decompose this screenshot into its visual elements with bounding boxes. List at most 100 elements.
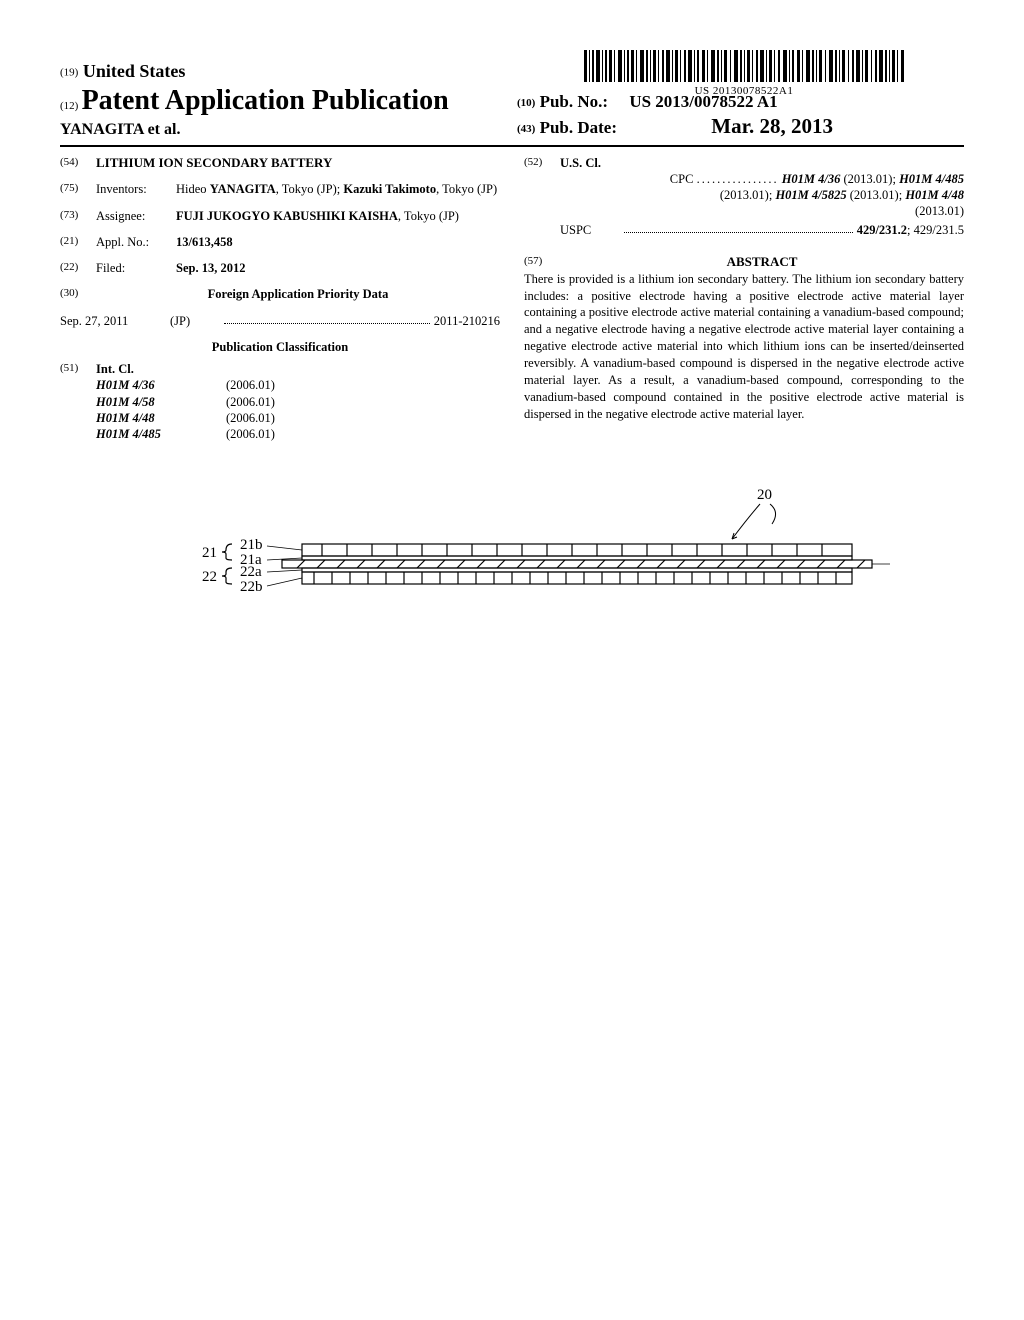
intcl-label: Int. Cl. <box>96 362 134 376</box>
uscl-row: (52) U.S. Cl. CPC H01M 4/36 (2013.01); H… <box>524 155 964 238</box>
priority-row: Sep. 27, 2011 (JP) 2011-210216 <box>60 313 500 329</box>
inventors-label: Inventors: <box>96 181 176 197</box>
ref-22b: 22b <box>240 579 263 595</box>
country-name: United States <box>83 61 186 81</box>
cpc-dots <box>697 172 779 186</box>
cpc-block: CPC H01M 4/36 (2013.01); H01M 4/485 (201… <box>560 171 964 220</box>
pubdate-value: Mar. 28, 2013 <box>711 113 833 140</box>
priority-dots <box>224 313 430 324</box>
abstract-header: (57) ABSTRACT <box>524 254 964 271</box>
applno-row: (21) Appl. No.: 13/613,458 <box>60 234 500 250</box>
uspc-main: 429/231.2 <box>857 223 907 237</box>
abstract-code: (57) <box>524 254 560 271</box>
uscl-code: (52) <box>524 155 560 238</box>
filed-value: Sep. 13, 2012 <box>176 261 245 275</box>
uspc-rest: ; 429/231.5 <box>907 223 964 237</box>
figure-area: 20 21 21b 21a <box>60 484 964 649</box>
authors-surname: YANAGITA et al. <box>60 120 507 141</box>
inventors-code: (75) <box>60 181 96 197</box>
assignee-name: FUJI JUKOGYO KABUSHIKI KAISHA <box>176 209 398 223</box>
ref-22a: 22a <box>240 564 262 580</box>
foreign-code: (30) <box>60 286 96 302</box>
title-code: (54) <box>60 155 96 172</box>
ref-21: 21 <box>202 545 217 561</box>
applno-label: Appl. No.: <box>96 234 176 250</box>
patent-figure-svg: 20 21 21b 21a <box>132 484 892 644</box>
cpc3y: (2013.01); <box>847 188 906 202</box>
intcl-item-code: H01M 4/58 <box>96 394 226 410</box>
assignee-text: FUJI JUKOGYO KABUSHIKI KAISHA, Tokyo (JP… <box>176 208 500 224</box>
left-column: (54) LITHIUM ION SECONDARY BATTERY (75) … <box>60 155 500 445</box>
intcl-item: H01M 4/485(2006.01) <box>96 426 500 442</box>
applno-value: 13/613,458 <box>176 235 233 249</box>
intcl-item-code: H01M 4/36 <box>96 377 226 393</box>
inventors-row: (75) Inventors: Hideo YANAGITA, Tokyo (J… <box>60 181 500 197</box>
pubno-code: (10) <box>517 97 535 109</box>
right-column: (52) U.S. Cl. CPC H01M 4/36 (2013.01); H… <box>524 155 964 445</box>
inv1-loc: , Tokyo (JP); <box>276 182 344 196</box>
ref-21b: 21b <box>240 537 263 553</box>
ref-20: 20 <box>757 487 772 503</box>
filed-label: Filed: <box>96 260 176 276</box>
title-text: LITHIUM ION SECONDARY BATTERY <box>96 155 500 172</box>
inv1-first: Hideo <box>176 182 210 196</box>
cpc2: H01M 4/485 <box>899 172 964 186</box>
abstract-heading: ABSTRACT <box>560 254 964 271</box>
assignee-loc: , Tokyo (JP) <box>398 209 459 223</box>
intcl-item: H01M 4/36(2006.01) <box>96 377 500 393</box>
uspc-label: USPC <box>560 222 620 238</box>
uspc-dots <box>624 222 853 233</box>
cpc3: H01M 4/5825 <box>775 188 846 202</box>
filed-row: (22) Filed: Sep. 13, 2012 <box>60 260 500 276</box>
country-code: (19) <box>60 67 78 79</box>
intcl-item-year: (2006.01) <box>226 394 275 410</box>
pubdate-code: (43) <box>517 123 535 135</box>
inv1-last: YANAGITA <box>210 182 276 196</box>
biblio-columns: (54) LITHIUM ION SECONDARY BATTERY (75) … <box>60 155 964 445</box>
intcl-item-code: H01M 4/485 <box>96 426 226 442</box>
pub-type-line: (12) Patent Application Publication <box>60 83 507 119</box>
filed-code: (22) <box>60 260 96 276</box>
intcl-item: H01M 4/58(2006.01) <box>96 394 500 410</box>
priority-date: Sep. 27, 2011 <box>60 313 170 329</box>
cpc4: H01M 4/48 <box>905 188 964 202</box>
cpc2y: (2013.01); <box>720 188 776 202</box>
intcl-item-year: (2006.01) <box>226 426 275 442</box>
pub-type-text: Patent Application Publication <box>82 85 449 116</box>
inventors-text: Hideo YANAGITA, Tokyo (JP); Kazuki Takim… <box>176 181 500 197</box>
priority-country: (JP) <box>170 313 220 329</box>
intcl-list: H01M 4/36(2006.01)H01M 4/58(2006.01)H01M… <box>96 377 500 442</box>
intcl-item-year: (2006.01) <box>226 410 275 426</box>
intcl-row: (51) Int. Cl. H01M 4/36(2006.01)H01M 4/5… <box>60 361 500 442</box>
foreign-heading-row: (30) Foreign Application Priority Data <box>60 286 500 302</box>
foreign-heading: Foreign Application Priority Data <box>96 286 500 302</box>
ref-22: 22 <box>202 569 217 585</box>
title-row: (54) LITHIUM ION SECONDARY BATTERY <box>60 155 500 172</box>
cpc1y: (2013.01); <box>840 172 899 186</box>
pubclass-heading: Publication Classification <box>60 339 500 355</box>
barcode-block: US 20130078522A1 <box>584 50 904 98</box>
document-header: US 20130078522A1 (19) United States (12)… <box>60 60 964 147</box>
assignee-code: (73) <box>60 208 96 224</box>
inv2-name: Kazuki Takimoto <box>343 182 436 196</box>
barcode-text: US 20130078522A1 <box>584 84 904 98</box>
uscl-label: U.S. Cl. <box>560 156 601 170</box>
intcl-item: H01M 4/48(2006.01) <box>96 410 500 426</box>
assignee-row: (73) Assignee: FUJI JUKOGYO KABUSHIKI KA… <box>60 208 500 224</box>
inv2-loc: , Tokyo (JP) <box>436 182 497 196</box>
uspc-line: USPC 429/231.2; 429/231.5 <box>560 222 964 238</box>
pubdate-label: Pub. Date: <box>540 118 617 137</box>
barcode-svg <box>584 50 904 82</box>
intcl-item-code: H01M 4/48 <box>96 410 226 426</box>
intcl-code: (51) <box>60 361 96 442</box>
abstract-text: There is provided is a lithium ion secon… <box>524 271 964 423</box>
cpc1: H01M 4/36 <box>782 172 841 186</box>
applno-code: (21) <box>60 234 96 250</box>
pubdate-line: (43) Pub. Date: Mar. 28, 2013 <box>517 113 964 140</box>
intcl-item-year: (2006.01) <box>226 377 275 393</box>
cpc4y: (2013.01) <box>915 204 964 218</box>
pub-type-code: (12) <box>60 100 78 112</box>
cpc-label: CPC <box>670 172 694 186</box>
priority-number: 2011-210216 <box>434 313 500 329</box>
assignee-label: Assignee: <box>96 208 176 224</box>
